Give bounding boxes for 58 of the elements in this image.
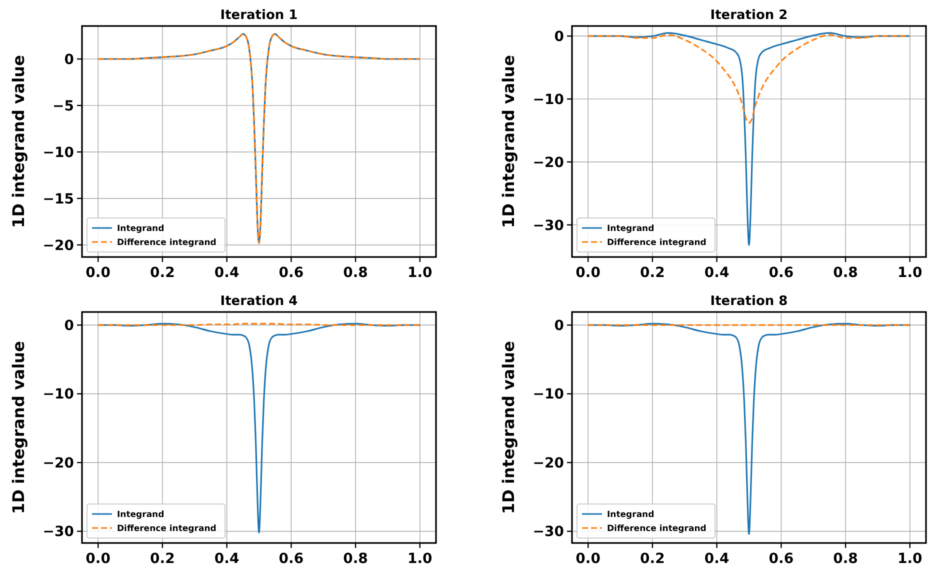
y-axis-title: 1D integrand value bbox=[9, 54, 28, 228]
chart-title: Iteration 2 bbox=[710, 8, 788, 23]
legend-label: Difference integrand bbox=[607, 524, 706, 534]
x-tick-label: 0.4 bbox=[704, 551, 730, 567]
chart-title: Iteration 4 bbox=[220, 294, 298, 309]
x-tick-label: 0.0 bbox=[576, 265, 601, 281]
x-tick-label: 0.6 bbox=[768, 551, 794, 567]
x-tick-label: 0.6 bbox=[278, 551, 304, 567]
x-tick-label: 0.2 bbox=[150, 551, 175, 567]
y-tick-label: −20 bbox=[42, 238, 74, 254]
x-tick-label: 0.8 bbox=[343, 265, 368, 281]
x-tick-label: 1.0 bbox=[898, 551, 923, 567]
y-axis-title: 1D integrand value bbox=[499, 54, 518, 228]
x-tick-label: 1.0 bbox=[898, 265, 923, 281]
x-tick-label: 0.6 bbox=[278, 265, 304, 281]
x-tick-label: 1.0 bbox=[408, 265, 433, 281]
y-tick-label: 0 bbox=[64, 52, 74, 68]
chart-title: Iteration 8 bbox=[710, 294, 788, 309]
chart-title: Iteration 1 bbox=[220, 8, 298, 23]
x-tick-label: 0.2 bbox=[640, 265, 665, 281]
legend-label: Integrand bbox=[117, 224, 164, 234]
y-tick-label: −10 bbox=[532, 386, 564, 403]
x-tick-label: 0.8 bbox=[833, 551, 858, 567]
x-tick-label: 0.2 bbox=[150, 265, 175, 281]
y-tick-label: −10 bbox=[42, 386, 74, 403]
legend-label: Difference integrand bbox=[117, 524, 216, 534]
legend-label: Difference integrand bbox=[607, 238, 706, 248]
y-tick-label: −10 bbox=[42, 144, 74, 161]
x-tick-label: 0.8 bbox=[833, 265, 858, 281]
y-tick-label: −30 bbox=[42, 524, 74, 540]
y-tick-label: −5 bbox=[52, 98, 74, 114]
y-tick-label: 0 bbox=[64, 318, 74, 334]
x-tick-label: 0.6 bbox=[768, 265, 794, 281]
y-tick-label: −15 bbox=[42, 191, 74, 208]
y-tick-label: −30 bbox=[532, 218, 564, 234]
y-tick-label: −20 bbox=[42, 455, 74, 472]
y-tick-label: −20 bbox=[532, 154, 564, 171]
x-tick-label: 0.0 bbox=[86, 551, 111, 567]
y-axis-title: 1D integrand value bbox=[499, 340, 518, 514]
legend-label: Integrand bbox=[607, 510, 654, 520]
y-tick-label: −10 bbox=[532, 92, 564, 108]
x-tick-label: 0.8 bbox=[343, 551, 368, 567]
x-tick-label: 0.4 bbox=[214, 265, 240, 281]
x-tick-label: 0.0 bbox=[86, 265, 111, 281]
legend-label: Difference integrand bbox=[117, 238, 216, 248]
y-axis-title: 1D integrand value bbox=[9, 340, 28, 514]
y-tick-label: 0 bbox=[554, 28, 564, 45]
legend-label: Integrand bbox=[607, 224, 654, 234]
y-tick-label: −30 bbox=[532, 524, 564, 540]
x-tick-label: 0.2 bbox=[640, 551, 665, 567]
line-series bbox=[587, 34, 911, 124]
x-tick-label: 0.4 bbox=[704, 265, 730, 281]
y-tick-label: −20 bbox=[532, 455, 564, 472]
x-tick-label: 0.0 bbox=[576, 551, 601, 567]
y-tick-label: 0 bbox=[554, 318, 564, 334]
legend-label: Integrand bbox=[117, 510, 164, 520]
x-tick-label: 0.4 bbox=[214, 551, 240, 567]
x-tick-label: 1.0 bbox=[408, 551, 433, 567]
